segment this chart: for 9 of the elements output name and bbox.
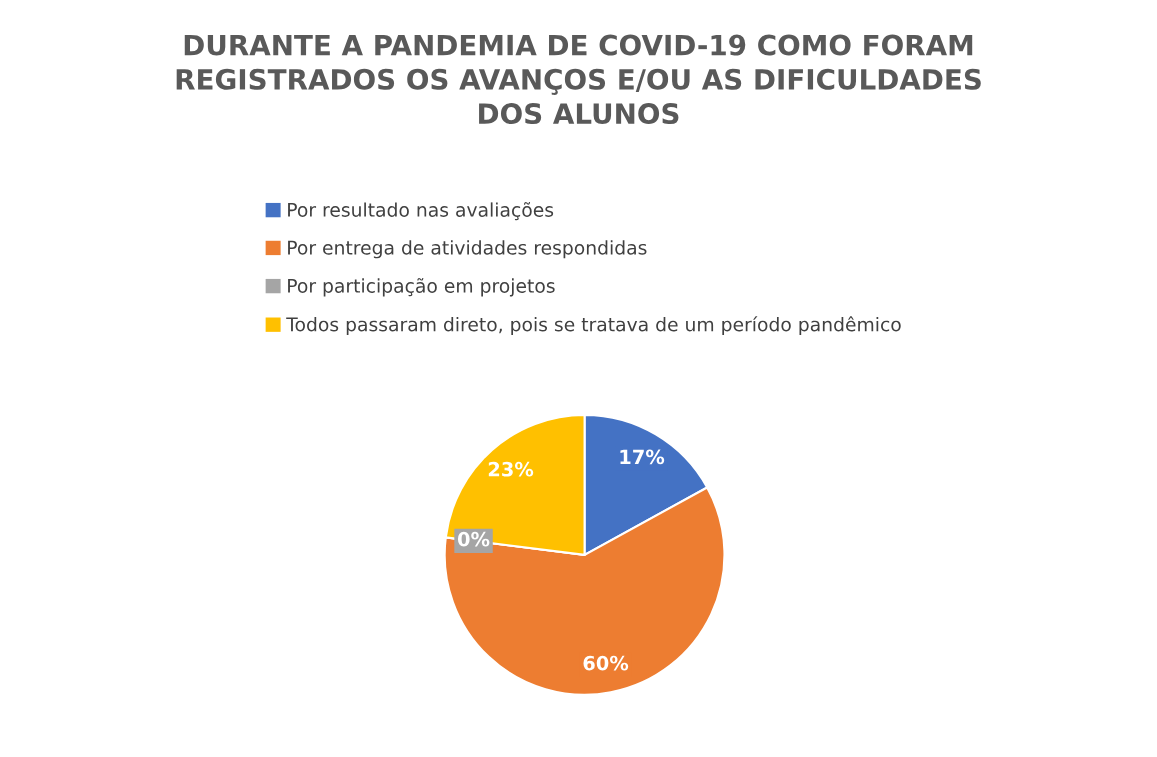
data-label: 17% [620, 449, 665, 465]
legend-label: Por participação em projetos [288, 278, 555, 297]
legend-label: Por resultado nas avaliações [288, 202, 554, 221]
data-label: 23% [488, 461, 534, 477]
legend-label: Todos passaram direto, pois se tratava de um período pandêmico [286, 316, 901, 336]
chart-title: DURANTE A PANDEMIA DE COVID-19 COMO FORAM REGISTRADOS OS AVANÇOS E/OU AS DIFICULDADES DOS ALUNOS [176, 34, 981, 125]
data-label: 60% [583, 655, 629, 671]
legend-label: Por entrega de atividades respondidas [288, 240, 647, 259]
text: 0% [457, 531, 490, 547]
